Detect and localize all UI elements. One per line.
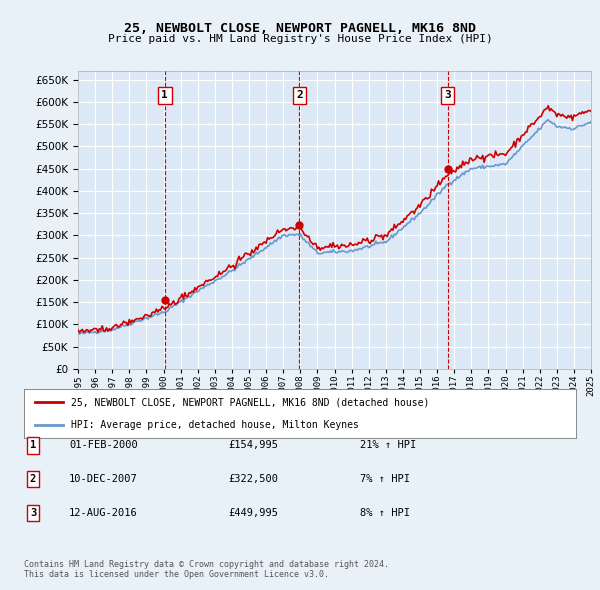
Text: 1: 1 bbox=[30, 441, 36, 450]
Text: £449,995: £449,995 bbox=[228, 508, 278, 517]
Text: 1: 1 bbox=[161, 90, 168, 100]
Text: 21% ↑ HPI: 21% ↑ HPI bbox=[360, 441, 416, 450]
Text: 3: 3 bbox=[445, 90, 451, 100]
Text: 01-FEB-2000: 01-FEB-2000 bbox=[69, 441, 138, 450]
Text: 25, NEWBOLT CLOSE, NEWPORT PAGNELL, MK16 8ND: 25, NEWBOLT CLOSE, NEWPORT PAGNELL, MK16… bbox=[124, 22, 476, 35]
Text: 25, NEWBOLT CLOSE, NEWPORT PAGNELL, MK16 8ND (detached house): 25, NEWBOLT CLOSE, NEWPORT PAGNELL, MK16… bbox=[71, 398, 429, 408]
Text: 10-DEC-2007: 10-DEC-2007 bbox=[69, 474, 138, 484]
Text: Price paid vs. HM Land Registry's House Price Index (HPI): Price paid vs. HM Land Registry's House … bbox=[107, 34, 493, 44]
Text: Contains HM Land Registry data © Crown copyright and database right 2024.
This d: Contains HM Land Registry data © Crown c… bbox=[24, 560, 389, 579]
Text: 3: 3 bbox=[30, 508, 36, 517]
Text: 8% ↑ HPI: 8% ↑ HPI bbox=[360, 508, 410, 517]
Text: 2: 2 bbox=[30, 474, 36, 484]
Text: 7% ↑ HPI: 7% ↑ HPI bbox=[360, 474, 410, 484]
Text: HPI: Average price, detached house, Milton Keynes: HPI: Average price, detached house, Milt… bbox=[71, 419, 359, 430]
Text: 2: 2 bbox=[296, 90, 302, 100]
Text: £154,995: £154,995 bbox=[228, 441, 278, 450]
Text: £322,500: £322,500 bbox=[228, 474, 278, 484]
Text: 12-AUG-2016: 12-AUG-2016 bbox=[69, 508, 138, 517]
